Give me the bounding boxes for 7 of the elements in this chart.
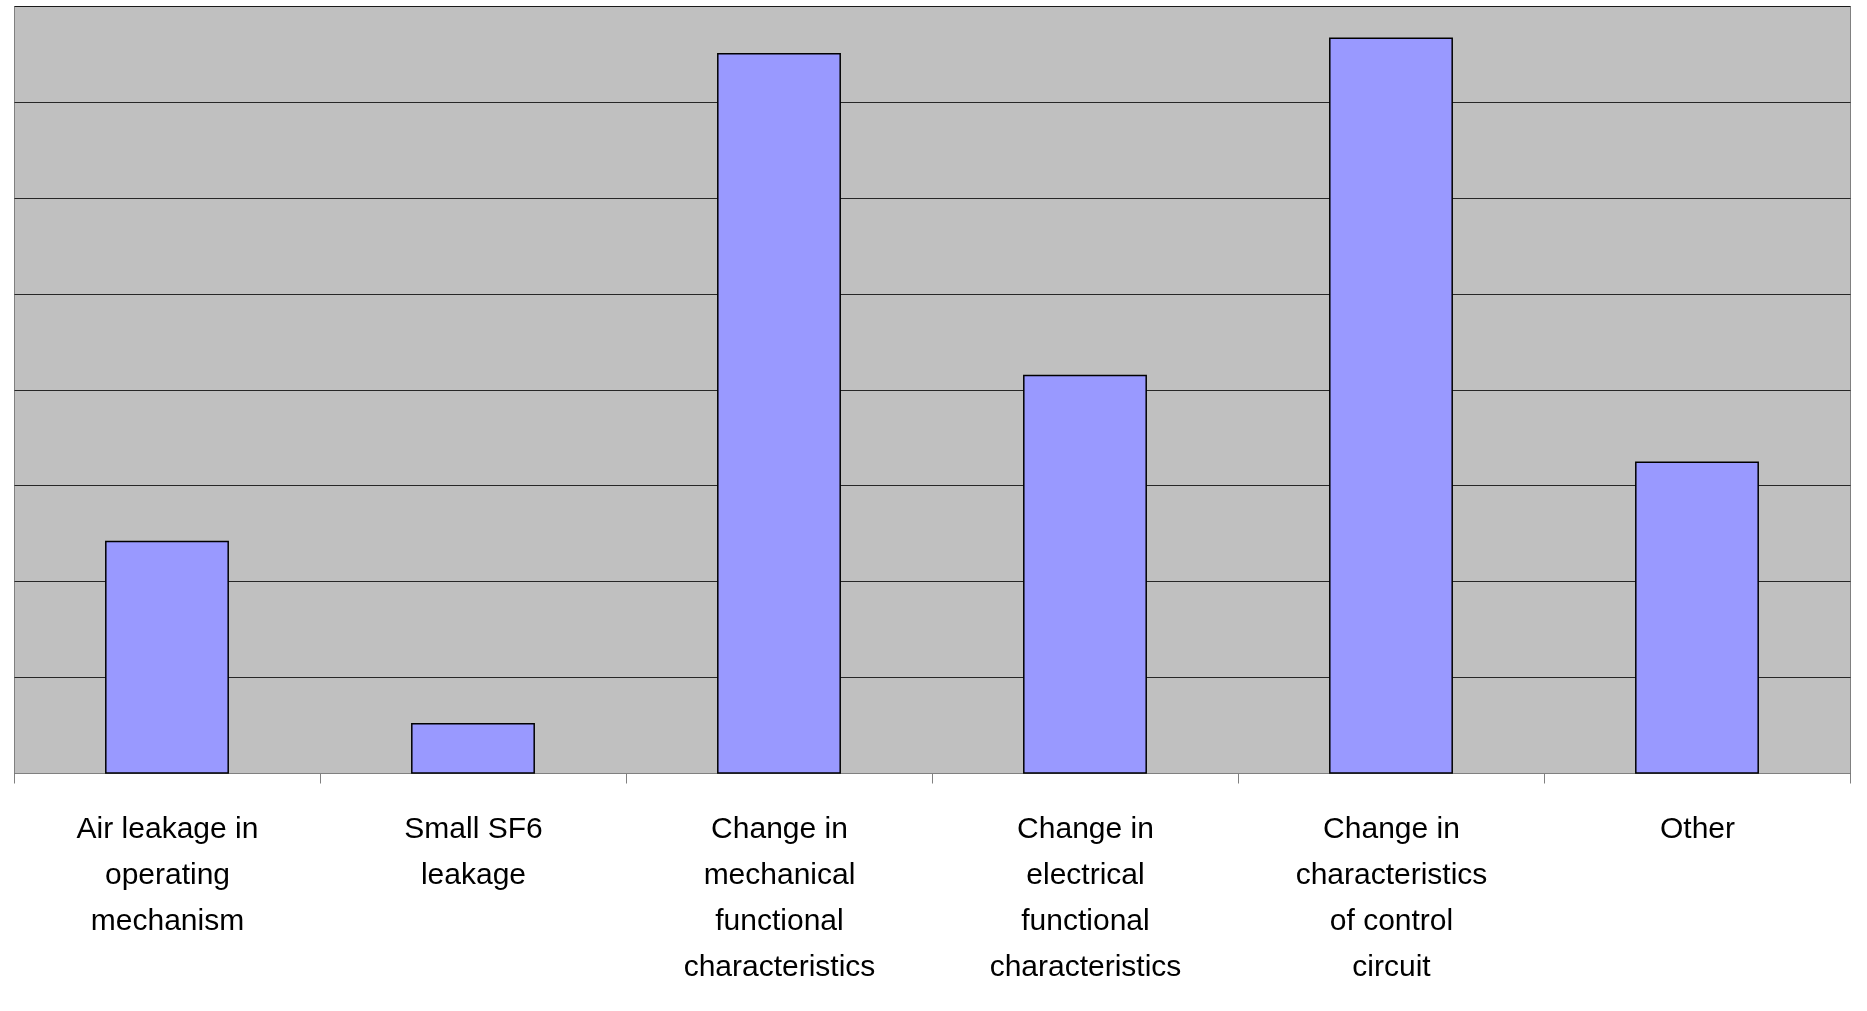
x-tick-label: Other <box>1659 810 1736 844</box>
x-tick-label: Change in characteristics of control circuit <box>1295 810 1488 982</box>
bar <box>411 723 535 774</box>
x-tick-label: Change in mechanical functional characteristics <box>683 810 876 982</box>
x-tick-label: Change in electrical functional characteristics <box>989 810 1182 982</box>
x-tick-label: Small SF6 leakage <box>404 810 543 890</box>
x-tick-label: Air leakage in operating mechanism <box>76 810 259 936</box>
